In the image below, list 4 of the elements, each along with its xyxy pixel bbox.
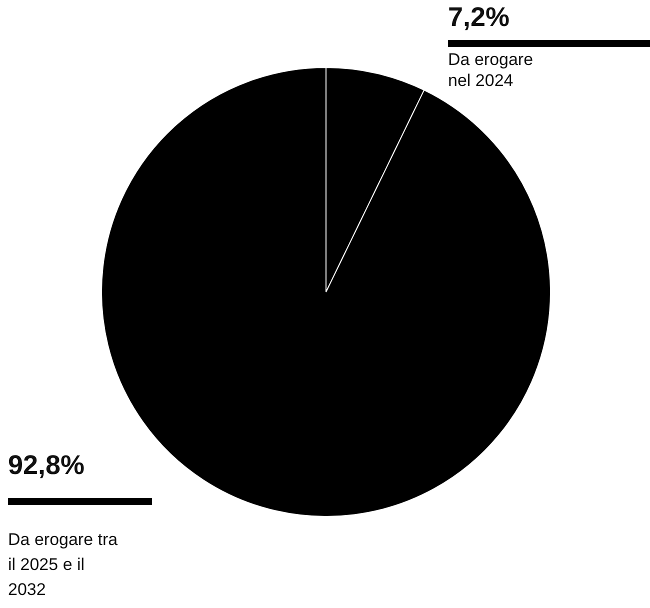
data-label: 92,8% <box>8 450 85 481</box>
slice-label: Da erogare nel 2024 <box>448 49 534 91</box>
data-label: 7,2% <box>448 2 510 33</box>
slice-label: Da erogare tra il 2025 e il 2032 <box>8 529 119 601</box>
